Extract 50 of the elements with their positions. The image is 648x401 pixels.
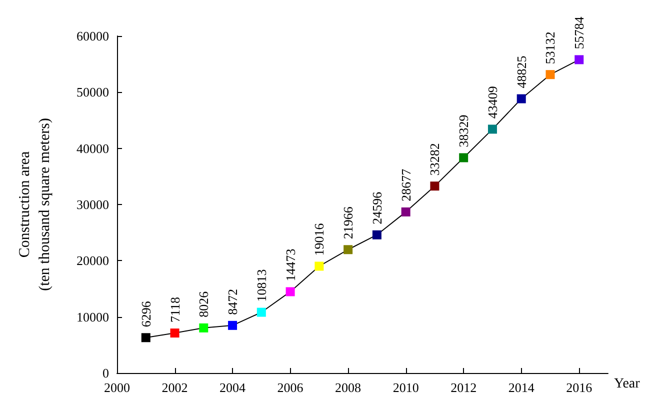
x-tick-label: 2014 xyxy=(508,380,535,395)
x-tick-label: 2016 xyxy=(566,380,593,395)
y-axis-title: Construction area (ten thousand square meters) xyxy=(17,118,53,291)
data-label: 7118 xyxy=(167,296,182,323)
data-label: 8026 xyxy=(196,290,212,318)
x-tick-label: 2012 xyxy=(450,380,477,395)
data-label: 48825 xyxy=(514,56,529,88)
y-tick-label: 0 xyxy=(102,366,109,380)
point xyxy=(574,55,584,64)
point xyxy=(344,245,353,254)
x-axis-title: Year xyxy=(614,376,640,392)
data-label: 8472 xyxy=(225,288,240,315)
point xyxy=(516,94,526,104)
point xyxy=(170,328,180,338)
data-label: 55784 xyxy=(572,16,587,50)
data-label: 21966 xyxy=(340,206,356,240)
y-tick-label: 50000 xyxy=(76,84,109,100)
x-tick-label: 2000 xyxy=(104,380,130,395)
x-tick-label: 2002 xyxy=(162,380,188,395)
point xyxy=(141,333,150,342)
point xyxy=(488,124,497,134)
point xyxy=(256,308,266,317)
y-tick-label: 10000 xyxy=(76,309,109,324)
point xyxy=(314,262,324,271)
y-tick-label: 40000 xyxy=(76,140,109,156)
data-label: 43409 xyxy=(484,86,500,119)
data-label: 19016 xyxy=(312,222,327,256)
data-label: 38329 xyxy=(456,114,472,148)
data-label: 33282 xyxy=(427,143,442,176)
x-tick-label: 2006 xyxy=(277,380,304,395)
data-label: 6296 xyxy=(138,300,154,328)
y-tick-label: 30000 xyxy=(76,197,109,212)
x-tick-label: 2010 xyxy=(392,380,419,395)
point xyxy=(546,70,555,80)
point xyxy=(372,230,382,240)
point xyxy=(430,182,440,191)
data-label: 14473 xyxy=(282,248,298,282)
point xyxy=(228,320,238,330)
y-tick-label: 20000 xyxy=(76,253,109,268)
y-tick-label: 60000 xyxy=(76,28,109,44)
point xyxy=(199,323,208,332)
point xyxy=(401,207,410,216)
data-label: 53132 xyxy=(542,32,558,64)
data-label: 10813 xyxy=(254,269,269,302)
x-tick-label: 2004 xyxy=(220,380,246,395)
x-tick-label: 2008 xyxy=(335,380,362,395)
point xyxy=(286,287,295,296)
data-label: 24596 xyxy=(369,191,384,224)
data-label: 28677 xyxy=(398,168,414,202)
point xyxy=(459,153,468,162)
